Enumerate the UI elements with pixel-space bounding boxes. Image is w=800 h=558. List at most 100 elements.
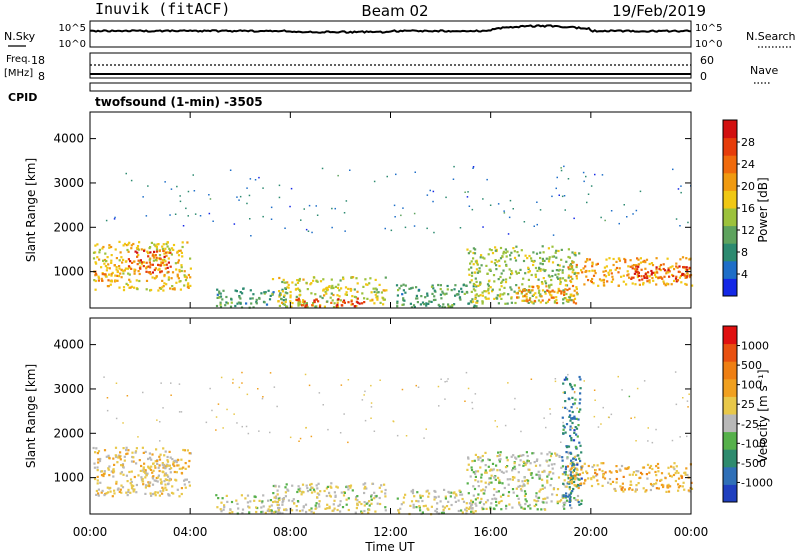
velocity-cell	[596, 479, 599, 482]
velocity-cell	[415, 384, 417, 387]
velocity-cell	[500, 499, 503, 503]
velocity-cell	[255, 510, 258, 514]
power-cell	[658, 268, 661, 271]
power-cell	[473, 304, 476, 307]
velocity-cell	[576, 477, 579, 480]
velocity-cell	[596, 473, 599, 476]
velocity-cell	[570, 459, 573, 462]
power-cell	[413, 225, 416, 227]
power-cell	[416, 297, 419, 300]
velocity-cell	[439, 500, 442, 503]
power-cell	[142, 261, 146, 264]
velocity-cell	[575, 433, 578, 436]
velocity-cell	[103, 449, 107, 452]
velocity-cell	[620, 487, 623, 490]
power-cell	[541, 299, 544, 302]
velocity-cell	[328, 505, 331, 508]
power-cell	[637, 274, 640, 277]
power-cell	[120, 276, 123, 279]
velocity-cell	[539, 488, 542, 491]
velocity-ytick-label: 2000	[53, 426, 84, 440]
power-cell	[546, 300, 549, 303]
power-cell	[680, 191, 682, 194]
power-cell	[538, 267, 541, 270]
power-cell	[366, 283, 369, 286]
velocity-cell	[484, 486, 488, 489]
velocity-cell	[565, 378, 569, 381]
velocity-cell	[148, 483, 151, 486]
power-cell	[122, 244, 125, 247]
power-cell	[439, 288, 442, 291]
velocity-colorbar-segment	[723, 449, 737, 468]
power-cell	[510, 297, 513, 300]
power-cell	[97, 279, 100, 282]
power-cell	[133, 260, 136, 263]
power-cell	[126, 284, 130, 287]
velocity-cell	[472, 511, 475, 514]
power-cell	[424, 296, 427, 299]
power-cell	[602, 281, 605, 284]
power-cell	[432, 287, 435, 290]
power-cell	[582, 171, 585, 174]
velocity-cell	[615, 481, 618, 484]
velocity-cell	[384, 488, 387, 492]
power-cell	[110, 274, 113, 277]
power-colorbar-tick: 16	[741, 202, 755, 215]
power-cell	[258, 176, 260, 179]
power-cell	[485, 297, 488, 300]
velocity-cell	[579, 378, 582, 381]
power-cell	[530, 257, 533, 260]
power-cell	[675, 218, 678, 220]
power-cell	[332, 306, 336, 309]
velocity-ytick-label: 3000	[53, 382, 84, 396]
velocity-cell	[567, 481, 570, 484]
power-colorbar-tick: 8	[741, 246, 748, 259]
power-cell	[178, 268, 181, 272]
power-cell	[470, 266, 473, 269]
velocity-cell	[325, 494, 328, 498]
velocity-cell	[674, 479, 677, 483]
velocity-cell	[115, 455, 118, 459]
velocity-cell	[562, 496, 565, 499]
power-cell	[568, 256, 571, 259]
velocity-cell	[572, 469, 575, 472]
power-cell	[146, 250, 149, 253]
velocity-cell	[422, 505, 425, 508]
power-cell	[494, 246, 497, 249]
power-cell	[524, 299, 527, 302]
power-cell	[177, 277, 180, 280]
velocity-cell	[301, 509, 304, 512]
velocity-cell	[157, 474, 160, 477]
power-cell	[139, 267, 142, 270]
power-cell	[149, 266, 152, 269]
power-cell	[164, 267, 167, 270]
velocity-cell	[282, 497, 285, 500]
velocity-cell	[236, 502, 239, 505]
velocity-cell	[600, 462, 603, 465]
velocity-cell	[518, 501, 521, 504]
velocity-cell	[164, 478, 167, 481]
power-cell	[553, 301, 556, 304]
power-cell	[555, 299, 558, 302]
velocity-cell	[112, 457, 115, 460]
velocity-cell	[170, 382, 172, 384]
power-cell	[369, 299, 372, 302]
power-cell	[307, 230, 310, 232]
power-cell	[667, 267, 670, 270]
velocity-cell	[168, 467, 171, 471]
power-cell	[662, 267, 665, 271]
velocity-cell	[144, 492, 147, 495]
velocity-cell	[474, 475, 477, 478]
power-cell	[566, 298, 569, 302]
velocity-cell	[276, 405, 278, 408]
velocity-cell	[677, 471, 680, 474]
velocity-cell	[627, 467, 630, 470]
power-cell	[513, 290, 516, 293]
velocity-cell	[339, 432, 342, 434]
velocity-cell	[552, 488, 555, 491]
power-cell	[569, 268, 572, 271]
velocity-cell	[118, 490, 121, 493]
power-cell	[538, 294, 541, 297]
velocity-cell	[494, 420, 496, 422]
velocity-cell	[166, 474, 169, 477]
